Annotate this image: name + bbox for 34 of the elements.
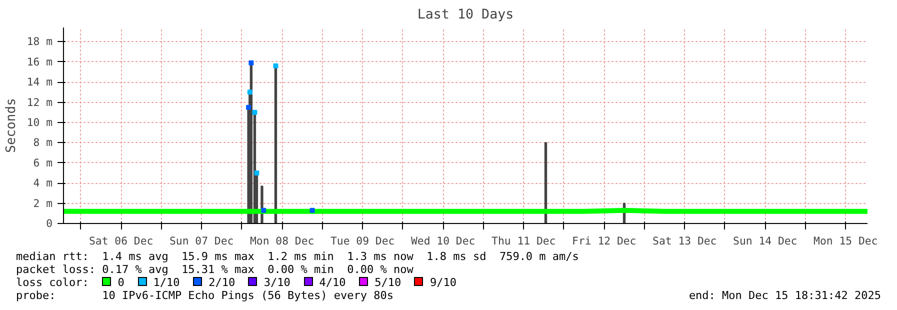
- x-tick-label: Mon 08 Dec: [250, 234, 314, 248]
- y-tick-label: 16 m: [26, 55, 53, 68]
- x-tick-label: Mon 15 Dec: [814, 234, 878, 248]
- x-tick-label: Tue 09 Dec: [330, 234, 395, 248]
- y-tick-label: 8 m: [33, 136, 53, 150]
- y-tick-label: 12 m: [26, 96, 53, 109]
- y-tick-label: 4 m: [33, 176, 53, 190]
- legend-label: 0: [118, 276, 124, 289]
- y-tick-label: 0: [46, 217, 53, 230]
- legend-label: 1/10: [153, 276, 180, 289]
- x-tick-label: Fri 12 Dec: [572, 234, 636, 248]
- x-tick-label: Thu 11 Dec: [492, 234, 556, 248]
- y-tick-label: 18 m: [26, 35, 53, 48]
- text: median rtt: 1.4 ms avg 15.9 ms max 1.2 ms min 1.3 ms now 1.8 ms sd 759.0 m am/s: [16, 250, 580, 263]
- legend-label: 4/10: [319, 276, 346, 289]
- legend-title: loss color:: [16, 276, 89, 289]
- x-tick-label: Sun 14 Dec: [733, 234, 798, 248]
- text: packet loss: 0.17 % avg 15.31 % max 0.00 % min 0.00 % now: [16, 263, 414, 276]
- y-tick-label: 10 m: [26, 116, 53, 129]
- y-tick-label: 6 m: [33, 156, 53, 170]
- y-tick-label: 14 m: [26, 76, 53, 89]
- y-axis-title: Seconds: [4, 98, 19, 153]
- chart-title: Last 10 Days: [417, 8, 514, 22]
- x-tick-label: Sun 07 Dec: [170, 234, 234, 248]
- legend-label: 5/10: [374, 276, 402, 289]
- legend-label: 3/10: [264, 276, 290, 289]
- x-tick-label: Sat 13 Dec: [652, 234, 717, 248]
- x-tick-label: Sat 06 Dec: [89, 234, 154, 248]
- y-tick-label: 2 m: [33, 196, 53, 210]
- text: probe: 10 IPv6-ICMP Echo Pings (56 Bytes) every 80s: [16, 289, 394, 302]
- legend-label: 2/10: [208, 276, 236, 289]
- text: end: Mon Dec 15 18:31:42 2025: [688, 289, 881, 302]
- legend-label: 9/10: [430, 276, 457, 289]
- x-tick-label: Wed 10 Dec: [411, 234, 476, 248]
